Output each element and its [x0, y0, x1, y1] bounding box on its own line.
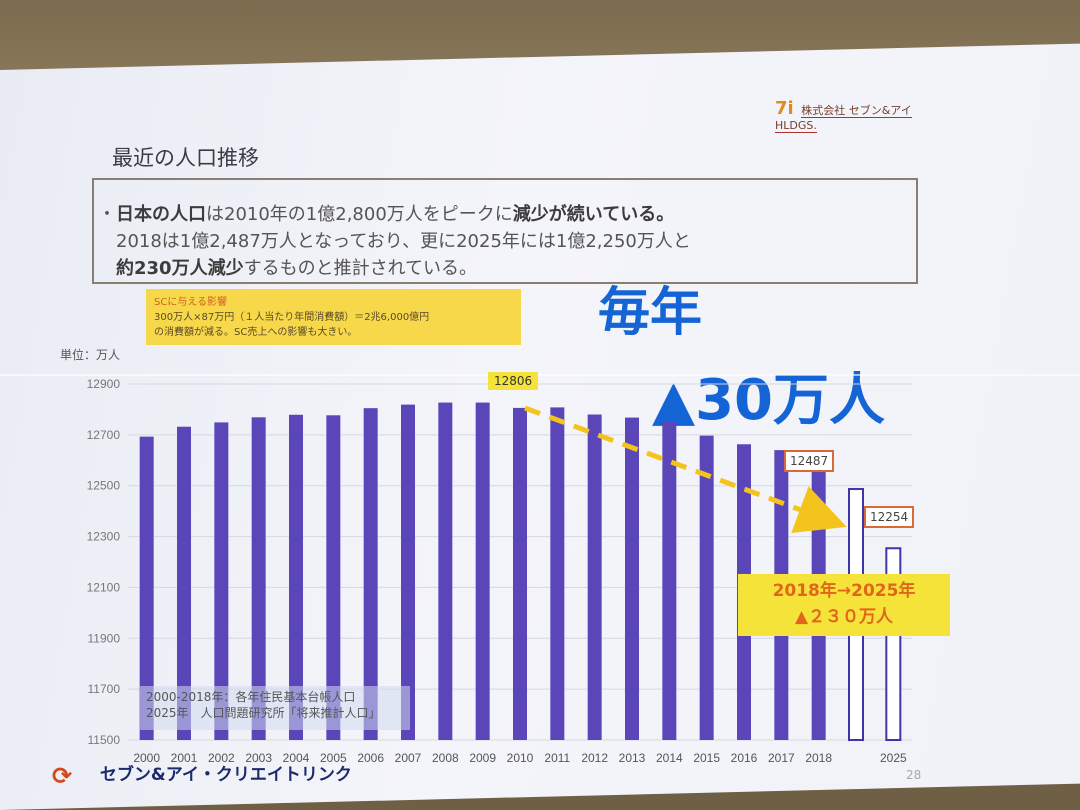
x-tick-label: 2006	[357, 751, 384, 765]
y-tick-label: 11900	[88, 631, 121, 645]
bar-2006	[363, 408, 378, 740]
x-tick-label: 2001	[171, 751, 198, 765]
page-title: 最近の人口推移	[112, 146, 259, 170]
bar-2011	[550, 407, 565, 740]
sc-impact-note: SCに与える影響 300万人×87万円（１人当たり年間消費額）＝2兆6,000億…	[146, 289, 521, 345]
x-tick-label: 2018	[805, 751, 832, 765]
x-tick-label: 2014	[656, 751, 683, 765]
bar-2015	[699, 435, 714, 740]
source-line-1: 2000-2018年：各年住民基本台帳人口	[146, 690, 356, 704]
sc-impact-line-2: の消費額が減る。SC売上への影響も大きい。	[154, 327, 358, 338]
bar-2000	[139, 436, 154, 740]
bar-2013	[625, 417, 639, 740]
bar-2004	[289, 414, 303, 740]
x-tick-label: 2003	[245, 751, 272, 765]
y-tick-label: 12500	[87, 479, 121, 493]
bar-2009	[475, 402, 490, 740]
summary-line-1: ・日本の人口は2010年の1億2,800万人をピークに減少が続いている。	[98, 204, 675, 225]
y-tick-label: 12100	[87, 580, 121, 594]
y-tick-label: 12300	[87, 530, 121, 544]
peak-label: 12806	[488, 372, 539, 390]
range-summary: 2018年→2025年 ▲２３０万人	[738, 574, 950, 636]
x-tick-label: 2007	[395, 751, 422, 765]
company-logo: 7i 株式会社 セブン&アイ HLDGS.	[775, 98, 912, 133]
summary-line-3: 約230万人減少するものと推計されている。	[116, 258, 478, 279]
footer-logo: ⟳ セブン&アイ・クリエイトリンク	[52, 762, 352, 790]
x-tick-label: 2010	[507, 751, 534, 765]
callout-decrease: ▲30万人	[652, 368, 885, 433]
summary-box	[92, 178, 918, 284]
sc-impact-heading: SCに与える影響	[154, 297, 228, 308]
label-2025: 12254	[864, 506, 915, 528]
page-number: 28	[906, 768, 922, 782]
source-line-2: 2025年 人口問題研究所「将来推計人口」	[146, 706, 381, 720]
y-tick-label: 12900	[87, 377, 121, 391]
range-summary-line-1: 2018年→2025年	[772, 581, 916, 601]
x-tick-label: 2015	[693, 751, 720, 765]
summary-line-2: 2018は1億2,487万人となっており、更に2025年には1億2,250万人と	[116, 231, 691, 252]
sc-impact-line-1: 300万人×87万円（１人当たり年間消費額）＝2兆6,000億円	[154, 312, 430, 323]
bar-2005	[326, 415, 341, 740]
callout-every-year: 毎年	[598, 283, 703, 343]
x-tick-label: 2009	[469, 751, 496, 765]
seven-logo-icon: 7i	[775, 98, 794, 119]
bar-2010	[513, 407, 527, 740]
y-tick-label: 11500	[88, 733, 121, 747]
x-tick-label: 2008	[432, 751, 459, 765]
createlink-logo-icon: ⟳	[52, 762, 73, 790]
y-tick-label: 11700	[88, 682, 121, 696]
x-tick-label: 2004	[283, 751, 310, 765]
x-tick-label: 2016	[731, 751, 758, 765]
range-summary-line-2: ▲２３０万人	[794, 607, 894, 627]
bar-2002	[214, 422, 229, 740]
x-tick-label: 2011	[544, 751, 570, 765]
bar-2008	[438, 402, 453, 740]
x-tick-label: 2025	[880, 751, 907, 765]
trend-arrow	[524, 405, 847, 534]
source-note: 2000-2018年：各年住民基本台帳人口 2025年 人口問題研究所「将来推計…	[140, 686, 410, 730]
label-2018: 12487	[784, 450, 835, 472]
x-tick-label: 2012	[581, 751, 608, 765]
bar-2014	[662, 421, 677, 740]
unit-label: 単位：万人	[60, 348, 121, 362]
bar-2003	[251, 417, 266, 740]
bar-2001	[177, 426, 191, 740]
bar-2012	[587, 414, 602, 740]
x-tick-label: 2000	[133, 751, 160, 765]
bar-2007	[401, 404, 415, 740]
y-tick-label: 12700	[87, 428, 121, 442]
x-tick-label: 2013	[619, 751, 646, 765]
x-tick-label: 2005	[320, 751, 347, 765]
x-tick-label: 2017	[768, 751, 795, 765]
x-tick-label: 2002	[208, 751, 235, 765]
slide-seam	[0, 374, 1080, 376]
